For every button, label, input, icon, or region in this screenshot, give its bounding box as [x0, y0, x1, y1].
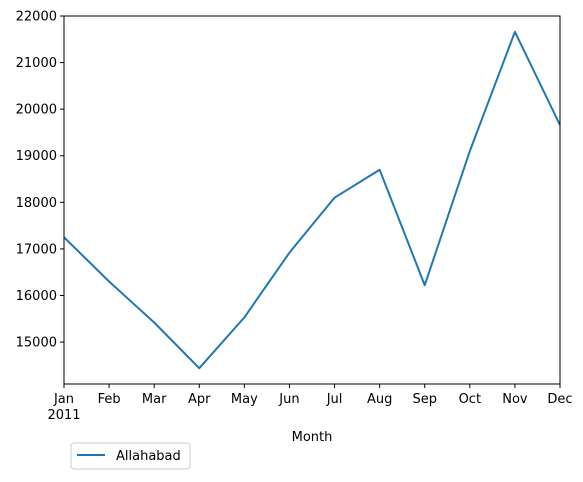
data-point — [514, 31, 516, 33]
data-point — [334, 197, 336, 199]
y-tick-label: 18000 — [16, 196, 57, 211]
x-tick-label: Apr — [188, 392, 211, 407]
x-tick-label: Jul — [326, 392, 343, 407]
y-tick-label: 20000 — [16, 103, 57, 118]
x-tick-label: Dec — [547, 392, 572, 407]
data-point — [469, 150, 471, 152]
data-point — [379, 169, 381, 171]
x-tick-label: Feb — [98, 392, 121, 407]
legend-box — [70, 442, 191, 470]
x-tick-label: May — [231, 392, 258, 407]
x-axis-ticks: Jan Feb Mar Apr May Jun Jul Aug Sep Oct Nov Dec 2011 — [47, 384, 573, 423]
y-tick-label: 15000 — [16, 336, 57, 351]
data-point — [198, 367, 200, 369]
x-tick-label: Mar — [142, 392, 167, 407]
x-tick-label: Sep — [412, 392, 437, 407]
x-tick-label: Jan — [53, 392, 74, 407]
x-tick-label: Aug — [367, 392, 392, 407]
data-point — [243, 316, 245, 318]
plot-frame — [63, 15, 561, 385]
series-line-allahabad — [63, 30, 561, 370]
x-axis-label: Month — [292, 430, 333, 445]
legend-label-allahabad: Allahabad — [116, 449, 181, 464]
data-point — [108, 281, 110, 283]
y-axis-ticks: 15000 16000 17000 18000 19000 20000 21000 22000 — [16, 10, 64, 351]
x-tick-label: Oct — [459, 392, 481, 407]
x-tick-label: Nov — [502, 392, 528, 407]
data-point — [153, 322, 155, 324]
y-tick-label: 21000 — [16, 56, 57, 71]
y-tick-label: 22000 — [16, 10, 57, 25]
y-tick-label: 19000 — [16, 149, 57, 164]
y-tick-label: 17000 — [16, 242, 57, 257]
data-point — [288, 252, 290, 254]
y-tick-label: 16000 — [16, 289, 57, 304]
x-tick-label: Jun — [278, 392, 299, 407]
data-point — [424, 284, 426, 286]
series-layer — [63, 30, 561, 370]
x-tick-year-label: 2011 — [47, 408, 80, 423]
legend: Allahabad — [70, 442, 191, 470]
